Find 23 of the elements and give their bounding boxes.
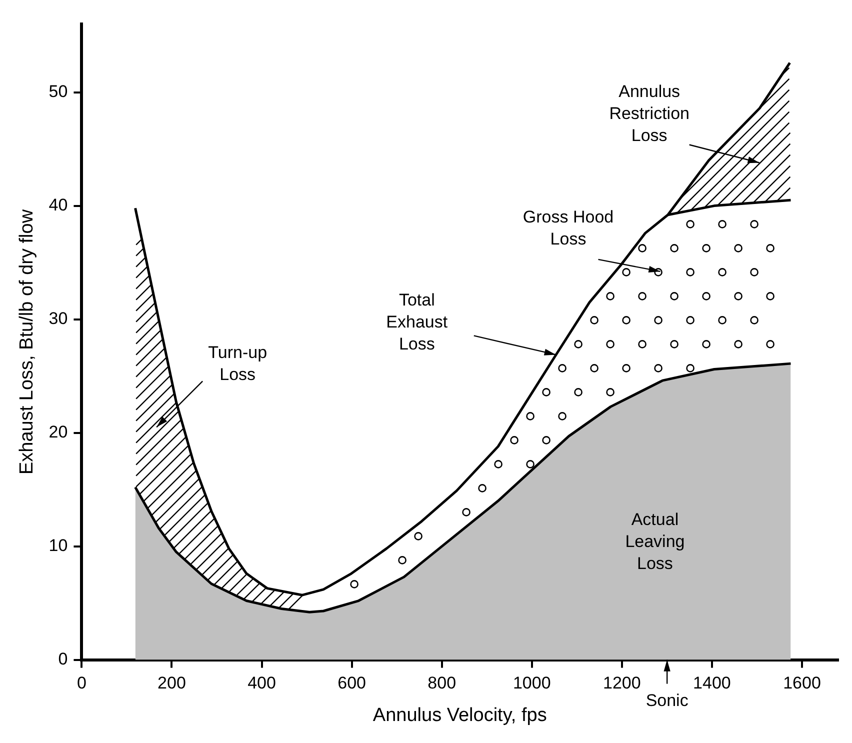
x-tick-label: 1400 bbox=[693, 674, 731, 693]
y-tick-label: 10 bbox=[48, 536, 68, 555]
x-tick-label: 1000 bbox=[512, 674, 551, 693]
annotation: Turn-up Loss bbox=[208, 344, 268, 385]
y-tick-label: 0 bbox=[58, 649, 68, 668]
y-tick-label: 50 bbox=[48, 82, 68, 101]
x-axis-title: Annulus Velocity, fps bbox=[372, 704, 547, 726]
annotation: Actual Leaving Loss bbox=[625, 510, 685, 574]
x-tick-label: 1600 bbox=[783, 674, 821, 693]
x-tick-label: 1200 bbox=[603, 674, 641, 693]
annotation: Gross Hood Loss bbox=[522, 208, 614, 249]
x-tick-label: 600 bbox=[338, 674, 366, 693]
y-tick-label: 30 bbox=[48, 308, 68, 328]
y-axis-title: Exhaust Loss, Btu/lb of dry flow bbox=[16, 209, 38, 475]
y-tick-label: 20 bbox=[48, 422, 68, 442]
text: Sonic bbox=[646, 691, 689, 710]
x-tick-label: 0 bbox=[76, 674, 86, 693]
x-tick-label: 400 bbox=[248, 674, 276, 693]
x-tick-label: 200 bbox=[158, 674, 186, 693]
x-tick-label: 800 bbox=[428, 674, 456, 693]
y-tick-label: 40 bbox=[48, 195, 68, 214]
annotation: Annulus Restriction Loss bbox=[609, 82, 690, 146]
annotation: Total Exhaust Loss bbox=[386, 291, 448, 354]
